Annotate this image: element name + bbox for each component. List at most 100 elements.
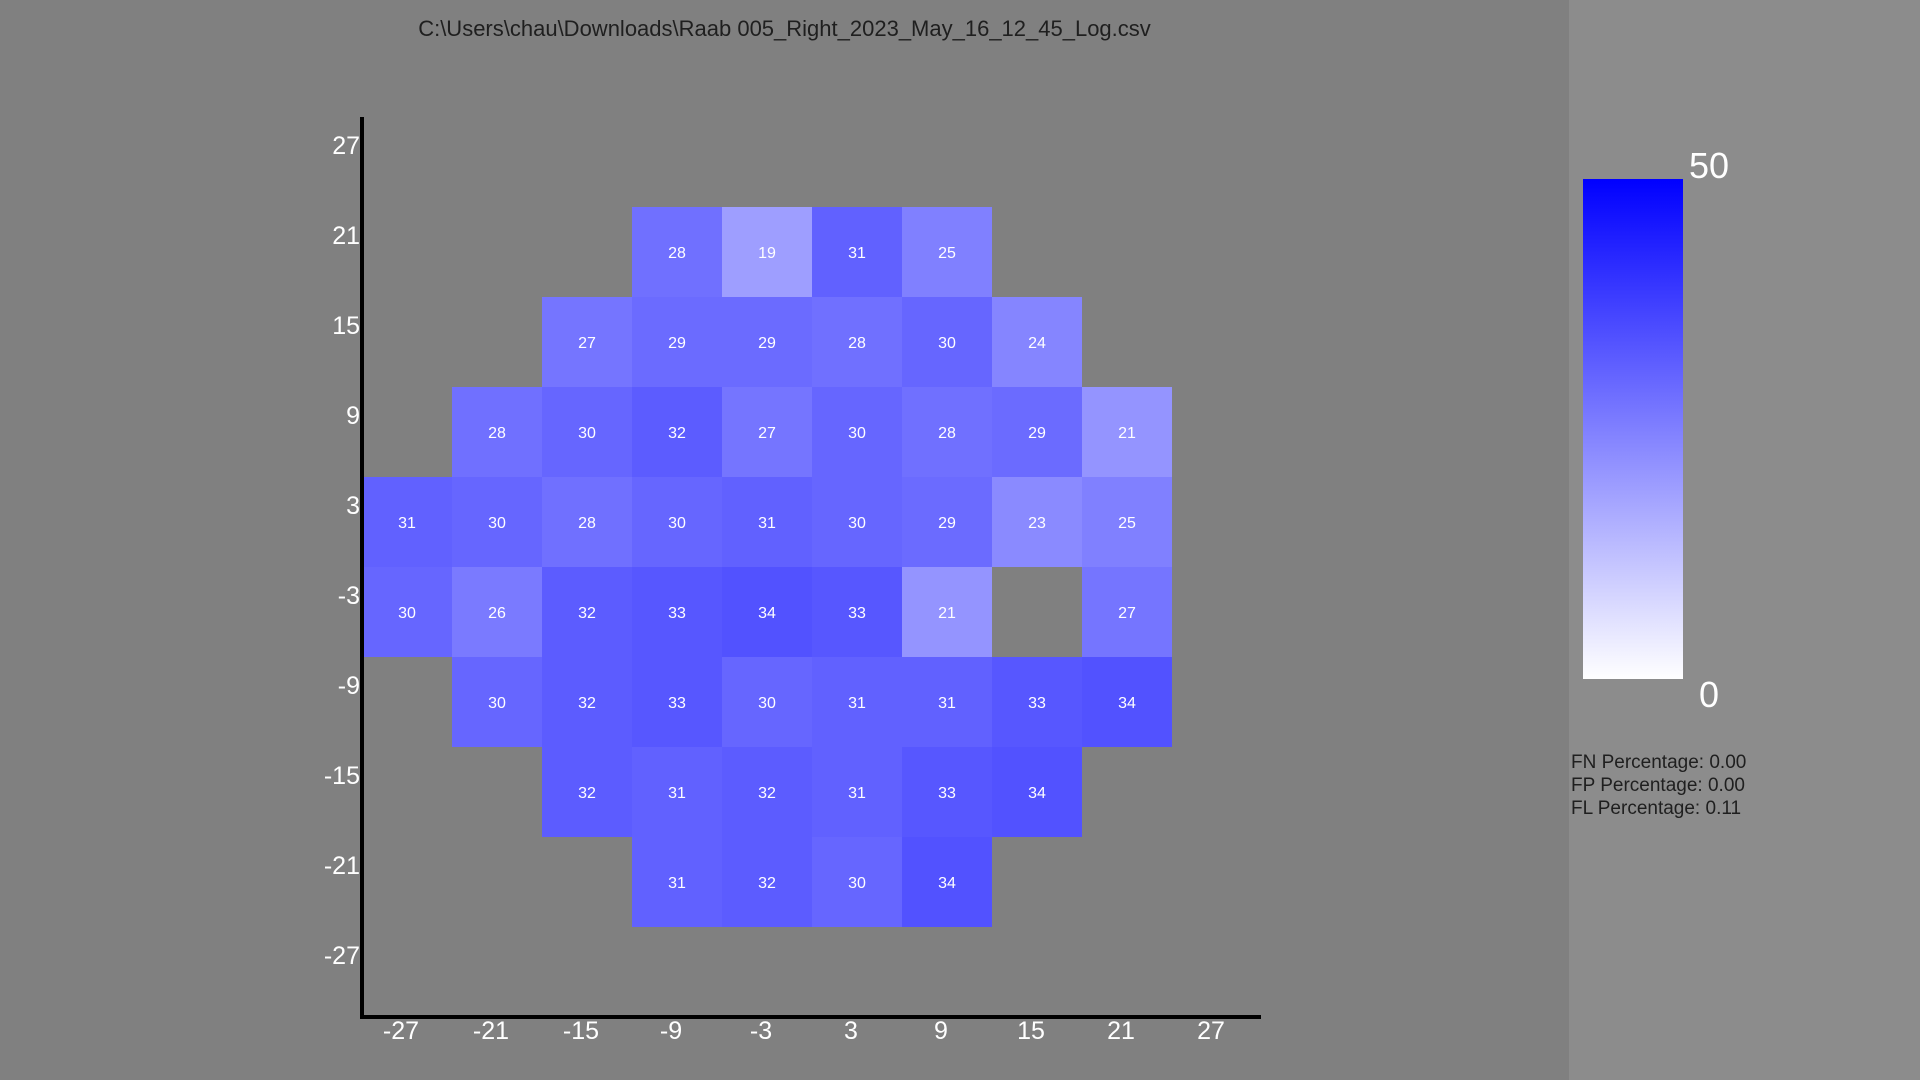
heatmap-cell-value: 32 [578,785,596,802]
heatmap-cell: 31 [632,747,722,837]
x-tick-label: -27 [383,1017,419,1045]
heatmap-cell-value: 31 [398,515,416,532]
heatmap-cell-value: 23 [1028,515,1046,532]
colorbar [1583,179,1683,679]
fn-percentage: FN Percentage: 0.00 [1571,751,1746,774]
heatmap-cell-value: 33 [938,785,956,802]
heatmap-cell: 27 [1082,567,1172,657]
heatmap-cell-rect [1082,477,1172,567]
heatmap-cell-rect [812,747,902,837]
heatmap-cell: 33 [632,657,722,747]
heatmap-cell-value: 30 [398,605,416,622]
stats-panel: FN Percentage: 0.00 FP Percentage: 0.00 … [1571,751,1746,820]
heatmap-cell-rect [992,297,1082,387]
y-tick-label: 27 [332,132,360,160]
heatmap-cell: 29 [992,387,1082,477]
heatmap-cell-value: 28 [578,515,596,532]
heatmap-cell-rect [902,567,992,657]
heatmap-cell: 30 [452,657,542,747]
heatmap-cell-value: 31 [848,785,866,802]
heatmap-cell-rect [452,567,542,657]
heatmap-cell: 32 [722,837,812,927]
heatmap-cell-rect [362,567,452,657]
heatmap-cell: 28 [632,207,722,297]
heatmap-cell: 34 [992,747,1082,837]
heatmap-cell-value: 25 [1118,515,1136,532]
heatmap-cell: 26 [452,567,542,657]
heatmap-cell-value: 30 [488,695,506,712]
heatmap-cell: 32 [542,567,632,657]
heatmap-cell-rect [902,297,992,387]
heatmap-cell-value: 32 [668,425,686,442]
heatmap-cell: 24 [992,297,1082,387]
heatmap-cell-rect [812,837,902,927]
heatmap-cell: 30 [812,387,902,477]
heatmap-cell: 31 [812,657,902,747]
heatmap-cell: 23 [992,477,1082,567]
heatmap-cell: 30 [542,387,632,477]
heatmap-cell: 30 [452,477,542,567]
y-tick-label: -9 [338,672,360,700]
heatmap-cell-rect [812,657,902,747]
fn-label: FN Percentage: [1571,752,1705,773]
heatmap-cell-rect [812,387,902,477]
heatmap-cell: 32 [632,387,722,477]
heatmap-cell-value: 32 [758,785,776,802]
y-tick-label: -21 [324,852,360,880]
heatmap-cell-value: 31 [938,695,956,712]
heatmap-cell-rect [722,747,812,837]
heatmap-cell: 28 [902,387,992,477]
y-tick-label: -3 [338,582,360,610]
heatmap-cell-value: 30 [488,515,506,532]
heatmap-cell: 19 [722,207,812,297]
heatmap-cell-value: 29 [758,335,776,352]
heatmap-cell-rect [542,747,632,837]
heatmap-cell: 32 [542,747,632,837]
heatmap-cell-value: 34 [938,875,956,892]
heatmap-cell: 31 [362,477,452,567]
heatmap-cell: 32 [542,657,632,747]
heatmap-cell-value: 33 [668,605,686,622]
heatmap-cell-value: 27 [1118,605,1136,622]
heatmap-cell-rect [992,477,1082,567]
heatmap-cell-value: 33 [668,695,686,712]
heatmap-cell: 33 [902,747,992,837]
x-tick-label: 9 [934,1017,948,1045]
heatmap-cell-rect [902,747,992,837]
heatmap-cell: 30 [632,477,722,567]
heatmap-cell-value: 31 [848,245,866,262]
heatmap-cell-value: 30 [938,335,956,352]
heatmap-cell-value: 26 [488,605,506,622]
heatmap-cell: 25 [1082,477,1172,567]
heatmap-cell: 34 [902,837,992,927]
heatmap-cell-value: 25 [938,245,956,262]
heatmap-cell: 33 [812,567,902,657]
heatmap-cell-rect [1082,657,1172,747]
heatmap-cell-value: 32 [578,695,596,712]
fn-value: 0.00 [1709,752,1747,773]
heatmap-cell: 21 [1082,387,1172,477]
fp-value: 0.00 [1707,775,1745,796]
heatmap-cell-rect [542,567,632,657]
heatmap-cell-value: 21 [938,605,956,622]
visual-field-heatmap: 28 19 31 25 27 29 29 28 30 24 28 30 32 27 30 28 29 21 31 30… [324,117,1261,1045]
heatmap-cell-rect [812,567,902,657]
heatmap-cell-value: 29 [938,515,956,532]
heatmap-cell-rect [632,837,722,927]
y-tick-label: -27 [324,942,360,970]
heatmap-cell-value: 32 [578,605,596,622]
heatmap-cell-rect [902,657,992,747]
heatmap-cell-value: 31 [758,515,776,532]
heatmap-cell: 31 [902,657,992,747]
heatmap-cell-rect [812,477,902,567]
heatmap-cell-value: 27 [578,335,596,352]
heatmap-cell: 28 [452,387,542,477]
heatmap-cell-rect [722,207,812,297]
heatmap-cell-value: 30 [848,875,866,892]
heatmap-cell-value: 33 [848,605,866,622]
heatmap-cell-rect [992,747,1082,837]
heatmap-cell-rect [632,387,722,477]
heatmap-cell-value: 34 [1118,695,1136,712]
heatmap-cell: 31 [812,747,902,837]
heatmap-cell: 31 [722,477,812,567]
